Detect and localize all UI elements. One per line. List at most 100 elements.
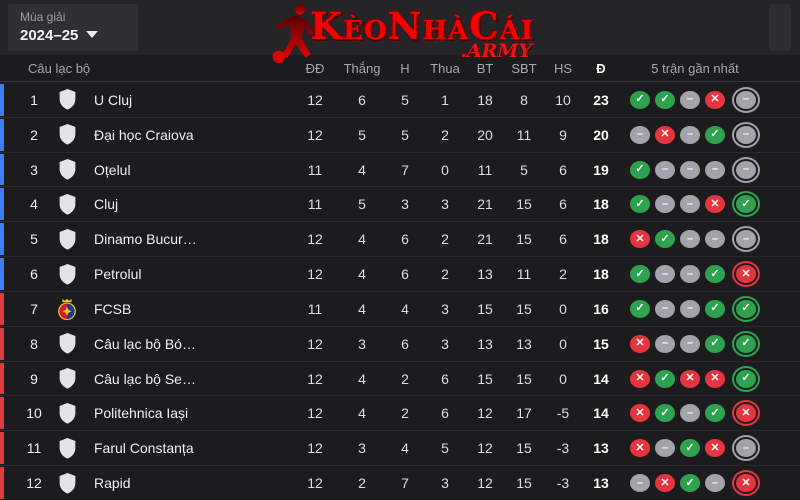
team-position: 9 (30, 370, 38, 387)
form-win-icon: ✓ (630, 160, 650, 179)
table-row[interactable]: 4 Cluj 11 5 3 3 21 15 6 18 ✓ – – ✕ ✓ (0, 186, 800, 221)
stat-losses: 3 (441, 475, 449, 492)
team-name[interactable]: Cluj (94, 196, 119, 213)
stat-wins: 4 (358, 231, 366, 248)
stat-goals-for: 18 (477, 91, 493, 108)
form-loss-icon: ✕ (655, 125, 675, 144)
team-name[interactable]: FCSB (94, 300, 132, 317)
stat-goals-for: 13 (477, 266, 493, 283)
form-draw-icon: – (705, 230, 725, 249)
form-draw-icon: – (655, 160, 675, 179)
qualification-accent-bar (0, 327, 4, 360)
team-name[interactable]: Politehnica Iași (94, 405, 189, 422)
stat-played: 12 (307, 475, 323, 492)
team-name[interactable]: U Cluj (94, 91, 133, 108)
header-right-partial-control[interactable] (769, 4, 791, 51)
form-loss-icon: ✕ (630, 230, 650, 249)
table-row[interactable]: 5 Dinamo Bucur… 12 4 6 2 21 15 6 18 ✕ ✓ – –… (0, 221, 800, 256)
form-draw-icon: – (680, 230, 700, 249)
recent-form-icons: ✕ ✓ – ✓ ✕ (620, 404, 770, 423)
shield-crest-icon (52, 367, 82, 390)
team-position: 12 (26, 475, 42, 492)
qualification-accent-bar (0, 118, 4, 151)
form-loss-icon: ✕ (705, 439, 725, 458)
team-position: 3 (30, 161, 38, 178)
table-row[interactable]: 7 FCSB 11 4 4 3 15 15 0 16 ✓ – – ✓ ✓ (0, 290, 800, 326)
shield-crest-icon (52, 123, 82, 146)
table-row[interactable]: 10 Politehnica Iași 12 4 2 6 12 17 -5 14… (0, 395, 800, 430)
stat-played: 12 (307, 91, 323, 108)
stat-draws: 4 (401, 440, 409, 457)
team-position: 6 (30, 266, 38, 283)
stat-played: 12 (307, 266, 323, 283)
form-draw-icon: – (630, 125, 650, 144)
season-selector-label: Mùa giải (20, 10, 66, 24)
table-row[interactable]: 1 U Cluj 12 6 5 1 18 8 10 23 ✓ ✓ – ✕ – (0, 83, 800, 117)
season-selector[interactable]: Mùa giải 2024–25 (8, 4, 138, 51)
qualification-accent-bar (0, 432, 4, 465)
stat-losses: 0 (441, 161, 449, 178)
stat-goal-diff: 6 (559, 231, 567, 248)
recent-form-icons: ✓ – – ✓ ✕ (620, 265, 770, 284)
form-draw-icon: – (705, 160, 725, 179)
form-draw-icon: – (680, 334, 700, 353)
table-row[interactable]: 9 Câu lạc bộ Se… 12 4 2 6 15 15 0 14 ✕ ✓ ✕… (0, 360, 800, 396)
form-draw-icon: – (680, 404, 700, 423)
stat-losses: 2 (441, 126, 449, 143)
form-draw-icon: – (680, 265, 700, 284)
stat-goal-diff: 9 (559, 126, 567, 143)
stat-draws: 6 (401, 335, 409, 352)
stat-goal-diff: -3 (556, 475, 570, 492)
form-win-icon: ✓ (705, 334, 725, 353)
team-name[interactable]: Rapid (94, 475, 131, 492)
form-win-icon: ✓ (630, 195, 650, 214)
team-name[interactable]: Đại học Craiova (94, 126, 194, 143)
recent-form-icons: – ✕ – ✓ – (620, 125, 770, 144)
team-name[interactable]: Farul Constanța (94, 440, 194, 457)
qualification-accent-bar (0, 362, 4, 395)
stat-losses: 5 (441, 440, 449, 457)
recent-form-icons: ✓ – – – – (620, 160, 770, 179)
team-name[interactable]: Câu lạc bộ Se… (94, 370, 196, 387)
table-row[interactable]: 6 Petrolul 12 4 6 2 13 11 2 18 ✓ – – ✓ ✕ (0, 256, 800, 291)
form-win-icon: ✓ (655, 404, 675, 423)
form-loss-icon: ✕ (705, 369, 725, 388)
col-losses: Thua (430, 60, 460, 76)
form-draw-icon: – (655, 195, 675, 214)
col-points: Đ (596, 60, 606, 76)
stat-losses: 3 (441, 300, 449, 317)
team-name[interactable]: Câu lạc bộ Bó… (94, 335, 196, 352)
stat-draws: 2 (401, 405, 409, 422)
table-row[interactable]: 11 Farul Constanța 12 3 4 5 12 15 -3 13 … (0, 430, 800, 465)
col-recent-form: 5 trận gần nhất (651, 60, 739, 76)
stat-draws: 6 (401, 266, 409, 283)
table-header: Câu lạc bộ ĐĐ Thắng H Thua BT SBT HS Đ 5… (0, 55, 800, 82)
col-goals-against: SBT (511, 60, 537, 76)
stat-draws: 5 (401, 91, 409, 108)
team-name[interactable]: Oțelul (94, 161, 131, 178)
table-row[interactable]: 3 Oțelul 11 4 7 0 11 5 6 19 ✓ – – – – (0, 151, 800, 187)
recent-form-icons: ✕ – ✓ ✕ – (620, 439, 770, 458)
stat-goals-for: 12 (477, 475, 493, 492)
table-row[interactable]: 12 Rapid 12 2 7 3 12 15 -3 13 – ✕ ✓ – ✕ (0, 465, 800, 500)
form-draw-icon: – (655, 439, 675, 458)
team-name[interactable]: Petrolul (94, 266, 142, 283)
stat-points: 20 (593, 126, 609, 143)
shield-crest-icon (52, 158, 82, 181)
table-row[interactable]: 8 Câu lạc bộ Bó… 12 3 6 3 13 13 0 15 ✕ – –… (0, 325, 800, 361)
form-draw-icon: – (680, 299, 700, 318)
stat-draws: 3 (401, 196, 409, 213)
form-win-icon: ✓ (736, 195, 756, 214)
form-win-icon: ✓ (705, 299, 725, 318)
recent-form-icons: – ✕ ✓ – ✕ (620, 474, 770, 493)
stat-goal-diff: -3 (556, 440, 570, 457)
form-draw-icon: – (630, 474, 650, 493)
table-row[interactable]: 2 Đại học Craiova 12 5 5 2 20 11 9 20 – ✕… (0, 116, 800, 152)
form-loss-icon: ✕ (680, 369, 700, 388)
stat-draws: 7 (401, 161, 409, 178)
stat-played: 11 (307, 161, 323, 178)
qualification-accent-bar (0, 292, 4, 325)
form-loss-icon: ✕ (655, 474, 675, 493)
stat-points: 18 (593, 266, 609, 283)
team-name[interactable]: Dinamo Bucur… (94, 231, 197, 248)
